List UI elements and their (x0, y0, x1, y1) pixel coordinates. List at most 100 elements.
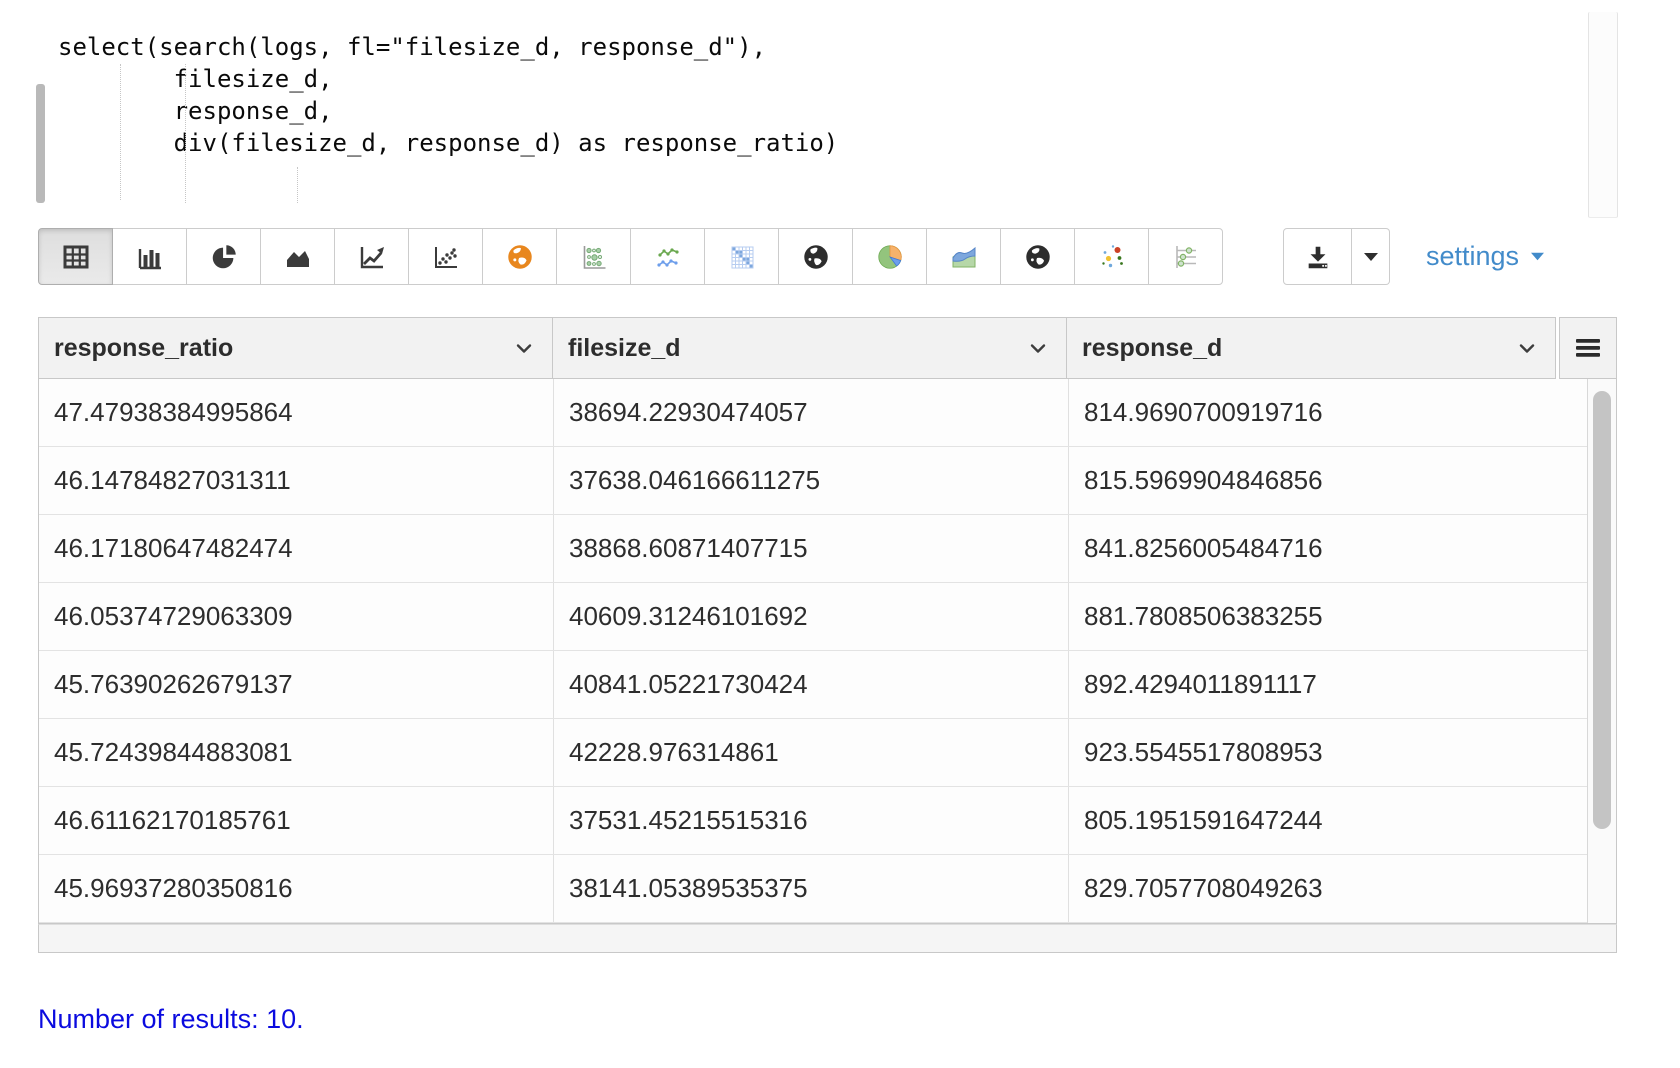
settings-toggle[interactable]: settings (1426, 228, 1546, 285)
caret-down-icon (1529, 250, 1546, 263)
column-header-response_ratio[interactable]: response_ratio (38, 317, 553, 379)
area-chart-icon (282, 242, 314, 272)
download-icon (1303, 243, 1333, 271)
indent-guide (297, 167, 298, 203)
column-header-label: response_ratio (54, 333, 234, 362)
editor-left-scrollbar[interactable] (36, 84, 45, 203)
chart-type-area-chart-button[interactable] (260, 228, 335, 285)
table-row: 46.17180647482474 38868.60871407715 841.82… (39, 515, 1616, 583)
chart-type-bar-chart-button[interactable] (112, 228, 187, 285)
table-cell: 47.47938384995864 (54, 397, 293, 427)
chart-type-world-map-button[interactable] (778, 228, 853, 285)
chart-type-pie-chart-colored-button[interactable] (852, 228, 927, 285)
pie-chart-icon (208, 242, 240, 272)
pie-chart-colored-icon (874, 242, 906, 272)
table-cell: 892.4294011891117 (1068, 651, 1616, 718)
area-chart-colored-icon (948, 242, 980, 272)
table-cell: 829.7057708049263 (1068, 855, 1616, 922)
world-map-icon (800, 242, 832, 272)
download-button-group (1283, 228, 1390, 285)
table-cell: 814.9690700919716 (1068, 379, 1616, 446)
results-count-text: Number of results: 10. (38, 1004, 304, 1034)
table-menu-button[interactable] (1559, 317, 1617, 379)
chart-type-multi-line-chart-button[interactable] (630, 228, 705, 285)
caret-down-icon (1362, 250, 1380, 264)
table-cell: 38694.22930474057 (553, 379, 1068, 446)
download-button[interactable] (1283, 228, 1352, 285)
table-row: 45.96937280350816 38141.05389535375 829.70… (39, 855, 1616, 923)
table-cell: 841.8256005484716 (1068, 515, 1616, 582)
table-row: 46.05374729063309 40609.31246101692 881.78… (39, 583, 1616, 651)
table-cell: 923.5545517808953 (1068, 719, 1616, 786)
chart-type-bubble-chart-button[interactable] (556, 228, 631, 285)
code-editor[interactable]: select(search(logs, fl="filesize_d, resp… (58, 31, 838, 159)
bar-chart-icon (134, 242, 166, 272)
scatter-colored-icon (1096, 242, 1128, 272)
code-line: response_d, (58, 97, 333, 125)
chart-type-scatter-chart-button[interactable] (408, 228, 483, 285)
table-icon (60, 242, 92, 272)
scrollbar-thumb[interactable] (1593, 391, 1611, 829)
chart-type-facet-sliders-button[interactable] (1148, 228, 1223, 285)
chart-type-table-button[interactable] (38, 228, 113, 285)
table-footer-strip (38, 924, 1617, 953)
table-cell: 37638.046166611275 (553, 447, 1068, 514)
line-chart-icon (356, 242, 388, 272)
chart-type-scatter-colored-button[interactable] (1074, 228, 1149, 285)
table-row: 45.72439844883081 42228.976314861 923.5545… (39, 719, 1616, 787)
column-header-filesize_d[interactable]: filesize_d (552, 317, 1067, 379)
indent-guide (120, 64, 121, 200)
table-row: 45.76390262679137 40841.05221730424 892.42… (39, 651, 1616, 719)
column-header-label: response_d (1082, 333, 1223, 362)
table-vertical-scrollbar[interactable] (1587, 379, 1616, 923)
bubble-chart-icon (578, 242, 610, 272)
hamburger-menu-icon (1573, 335, 1603, 361)
table-row: 46.61162170185761 37531.45215515316 805.19… (39, 787, 1616, 855)
table-cell: 42228.976314861 (553, 719, 1068, 786)
table-cell: 40609.31246101692 (553, 583, 1068, 650)
table-cell: 37531.45215515316 (553, 787, 1068, 854)
multi-line-chart-icon (652, 242, 684, 272)
table-cell: 46.61162170185761 (54, 805, 291, 835)
table-row: 46.14784827031311 37638.046166611275 815.5… (39, 447, 1616, 515)
code-line: div(filesize_d, response_d) as response_… (58, 129, 839, 157)
chevron-down-icon[interactable] (1026, 336, 1050, 360)
editor-right-scrollbar[interactable] (1588, 12, 1618, 218)
chevron-down-icon[interactable] (512, 336, 536, 360)
heatmap-icon (726, 242, 758, 272)
table-cell: 46.14784827031311 (54, 465, 291, 495)
chart-type-line-chart-button[interactable] (334, 228, 409, 285)
table-cell: 815.5969904846856 (1068, 447, 1616, 514)
scatter-chart-icon (430, 242, 462, 272)
world-map-2-icon (1022, 242, 1054, 272)
column-header-response_d[interactable]: response_d (1066, 317, 1556, 379)
table-cell: 805.1951591647244 (1068, 787, 1616, 854)
column-header-label: filesize_d (568, 333, 681, 362)
code-line: filesize_d, (58, 65, 333, 93)
chart-type-area-chart-colored-button[interactable] (926, 228, 1001, 285)
table-cell: 46.05374729063309 (54, 601, 293, 631)
chart-type-heatmap-button[interactable] (704, 228, 779, 285)
table-row: 47.47938384995864 38694.22930474057 814.96… (39, 379, 1616, 447)
table-header-row: response_ratio filesize_d response_d (38, 317, 1617, 379)
chart-type-world-map-2-button[interactable] (1000, 228, 1075, 285)
chart-type-pie-chart-button[interactable] (186, 228, 261, 285)
table-cell: 881.7808506383255 (1068, 583, 1616, 650)
chart-type-globe-map-button[interactable] (482, 228, 557, 285)
facet-sliders-icon (1170, 242, 1202, 272)
chevron-down-icon[interactable] (1515, 336, 1539, 360)
table-cell: 40841.05221730424 (553, 651, 1068, 718)
globe-map-icon (504, 242, 536, 272)
table-cell: 38868.60871407715 (553, 515, 1068, 582)
download-options-button[interactable] (1352, 228, 1390, 285)
settings-label: settings (1426, 241, 1520, 271)
table-cell: 45.96937280350816 (54, 873, 293, 903)
result-table: response_ratio filesize_d response_d 47.47… (38, 317, 1617, 953)
chart-type-toolbar (38, 228, 1223, 285)
table-body: 47.47938384995864 38694.22930474057 814.96… (38, 379, 1617, 924)
code-line: select(search(logs, fl="filesize_d, resp… (58, 33, 767, 61)
table-cell: 45.72439844883081 (54, 737, 293, 767)
indent-guide (185, 64, 186, 203)
table-cell: 38141.05389535375 (553, 855, 1068, 922)
